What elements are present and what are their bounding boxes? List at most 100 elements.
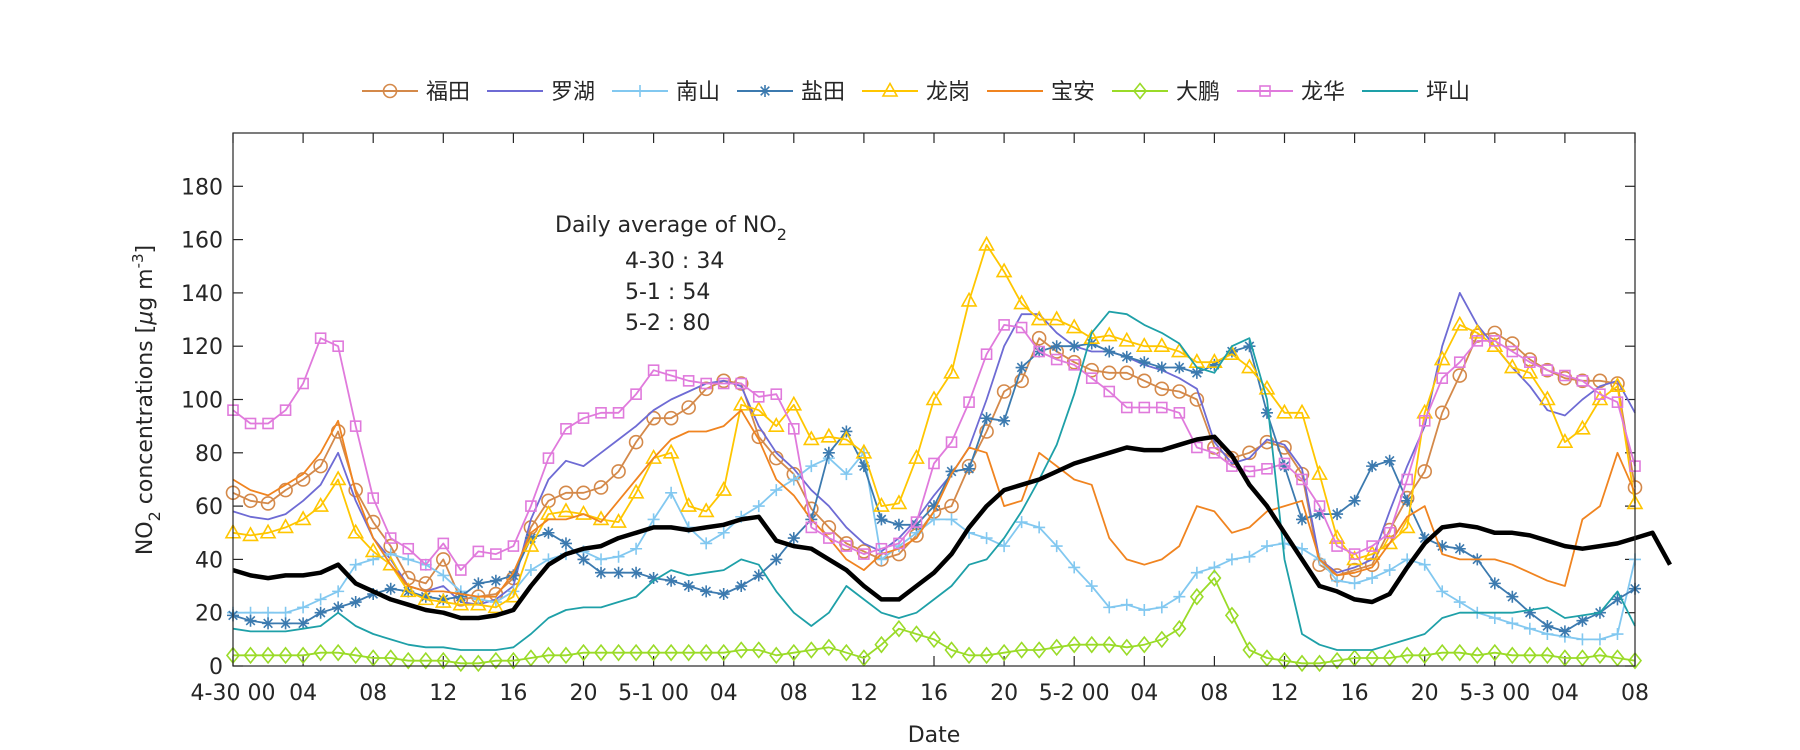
data-point <box>1031 330 1047 346</box>
data-point <box>1540 646 1555 665</box>
data-point <box>297 601 310 614</box>
data-point <box>1311 464 1328 480</box>
data-point <box>1541 364 1554 376</box>
data-point <box>1331 574 1344 587</box>
data-point <box>1488 612 1501 625</box>
data-point <box>1083 329 1101 345</box>
data-point <box>1068 561 1081 574</box>
y-tick-label: 80 <box>195 442 223 467</box>
data-point <box>893 537 905 550</box>
data-point <box>1208 446 1221 459</box>
data-point <box>612 407 625 419</box>
data-point <box>647 513 660 526</box>
data-point <box>804 641 819 659</box>
data-point <box>1363 544 1381 560</box>
data-point <box>1505 336 1520 351</box>
data-point <box>1120 401 1133 414</box>
x-tick-label: 12 <box>1271 681 1299 706</box>
data-point <box>418 651 433 670</box>
data-point <box>489 596 502 609</box>
data-point <box>752 500 765 513</box>
data-point <box>752 391 765 403</box>
legend-item: 南山 <box>612 80 720 105</box>
data-point <box>1085 580 1098 593</box>
data-point <box>1592 646 1607 665</box>
data-point <box>259 523 277 539</box>
annotation-title-sub: 2 <box>777 225 787 244</box>
data-point <box>595 566 608 579</box>
x-tick-label: 20 <box>990 681 1018 706</box>
data-point <box>419 558 432 571</box>
legend-item: 罗湖 <box>487 80 595 105</box>
data-point <box>1398 518 1416 534</box>
data-point <box>560 423 572 435</box>
data-point <box>1523 622 1536 635</box>
data-point <box>910 516 923 528</box>
data-point <box>1224 450 1240 466</box>
data-point <box>542 452 555 464</box>
data-point <box>1418 415 1431 427</box>
data-point <box>1242 641 1257 659</box>
data-point <box>1435 643 1450 662</box>
data-point <box>787 532 800 545</box>
data-point <box>1331 508 1344 521</box>
data-point <box>646 643 661 662</box>
data-point <box>1486 337 1504 353</box>
data-point <box>610 512 627 528</box>
data-point <box>700 377 712 390</box>
data-point <box>890 494 908 510</box>
data-point <box>1559 369 1571 382</box>
data-point <box>401 651 416 670</box>
data-point <box>436 651 451 670</box>
data-point <box>1189 392 1205 407</box>
data-point <box>805 521 818 534</box>
data-point <box>559 537 572 550</box>
data-point <box>279 404 292 416</box>
data-point <box>979 646 994 665</box>
series-5 <box>232 409 1636 598</box>
data-point <box>980 532 993 545</box>
data-point <box>332 585 345 598</box>
data-point <box>770 553 783 566</box>
data-point <box>1156 401 1168 414</box>
data-point <box>1102 635 1117 654</box>
data-point <box>627 483 645 499</box>
data-point <box>1591 390 1609 406</box>
data-point <box>1470 646 1485 665</box>
data-point <box>1594 388 1606 400</box>
data-point <box>1013 294 1030 310</box>
data-point <box>1295 654 1310 673</box>
data-point <box>1452 368 1468 383</box>
y-tick-label: 180 <box>181 175 223 200</box>
data-point <box>1189 587 1204 606</box>
data-point <box>1260 406 1273 419</box>
data-point <box>785 395 803 411</box>
data-point <box>1348 577 1361 590</box>
data-point <box>1208 358 1221 371</box>
series-4 <box>224 235 1644 614</box>
data-point <box>1575 373 1590 389</box>
data-point <box>945 436 958 448</box>
data-point <box>1524 356 1536 368</box>
x-tick-label: 5-1 00 <box>618 681 689 706</box>
data-point <box>1434 405 1450 421</box>
data-point <box>279 606 292 619</box>
data-point <box>909 625 924 643</box>
data-point <box>823 532 835 544</box>
x-tick-label: 16 <box>920 681 948 706</box>
data-point <box>697 502 715 518</box>
data-point <box>875 542 888 555</box>
data-point <box>1241 358 1258 374</box>
x-tick-label: 16 <box>499 681 527 706</box>
data-point <box>1348 548 1361 560</box>
data-point <box>1138 401 1151 414</box>
data-point <box>944 498 959 514</box>
data-point <box>1506 617 1519 630</box>
legend-item: 盐田 <box>737 80 845 105</box>
data-point <box>1556 433 1574 448</box>
data-point <box>1154 630 1169 649</box>
data-point <box>1119 638 1134 657</box>
data-point <box>1381 534 1399 550</box>
legend-marker <box>1259 85 1271 97</box>
data-point <box>1067 635 1082 654</box>
